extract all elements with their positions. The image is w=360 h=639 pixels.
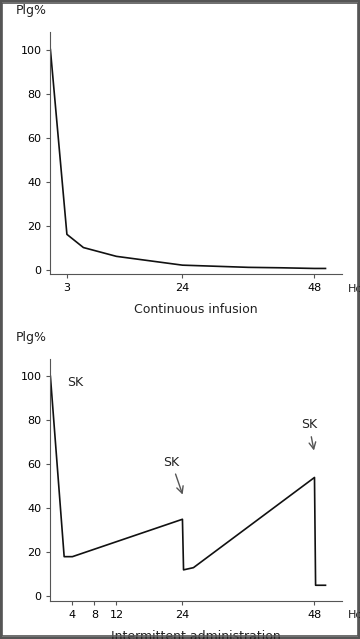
Text: SK: SK [163, 456, 183, 493]
Text: SK: SK [67, 376, 83, 389]
Text: Hours: Hours [348, 610, 360, 620]
X-axis label: Intermittent administration: Intermittent administration [111, 629, 281, 639]
Text: SK: SK [301, 419, 317, 449]
Text: Hours: Hours [348, 284, 360, 294]
X-axis label: Continuous infusion: Continuous infusion [134, 303, 258, 316]
Text: Plg%: Plg% [15, 4, 46, 17]
Text: Plg%: Plg% [15, 331, 46, 344]
